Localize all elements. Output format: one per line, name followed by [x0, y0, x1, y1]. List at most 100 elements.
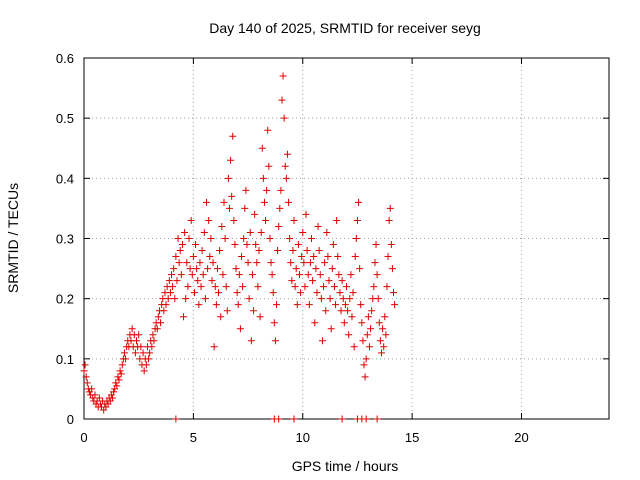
x-tick-label: 15 [405, 430, 419, 445]
data-point [204, 265, 212, 273]
data-point [275, 415, 283, 423]
data-point [257, 228, 265, 236]
data-point [113, 382, 121, 390]
data-point [165, 277, 173, 285]
data-point [174, 235, 182, 242]
data-point [339, 295, 347, 303]
data-point [286, 235, 294, 242]
data-point [254, 283, 262, 291]
x-tick-label: 10 [296, 430, 310, 445]
grid [84, 58, 609, 419]
y-tick-label: 0.4 [56, 171, 74, 186]
y-axis-label: SRMTID / TECUs [5, 183, 21, 293]
data-point [314, 222, 322, 230]
data-point [171, 295, 179, 303]
data-point [175, 259, 183, 267]
data-points [80, 72, 399, 423]
data-point [203, 198, 210, 206]
data-point [173, 277, 181, 285]
data-point [194, 277, 202, 285]
data-point [287, 259, 295, 267]
data-point [250, 307, 258, 315]
data-point [110, 388, 118, 396]
data-point [279, 72, 287, 80]
x-tick-label: 5 [190, 430, 197, 445]
data-point [338, 415, 346, 423]
data-point [320, 283, 328, 291]
data-point [325, 277, 333, 285]
data-point [235, 271, 243, 279]
data-point [142, 361, 150, 369]
data-point [376, 337, 384, 345]
data-point [336, 289, 344, 297]
data-point [114, 373, 122, 381]
data-point [280, 114, 288, 122]
chart-title: Day 140 of 2025, SRMTID for receiver sey… [209, 20, 481, 36]
data-point [338, 277, 346, 285]
data-point [340, 319, 348, 327]
data-point [329, 241, 337, 249]
data-point [117, 370, 125, 378]
data-point [183, 259, 191, 267]
data-point [253, 259, 261, 267]
data-point [391, 301, 399, 309]
data-point [288, 277, 296, 285]
data-point [222, 283, 230, 291]
data-point [192, 241, 200, 249]
data-point [120, 349, 128, 357]
data-point [264, 126, 272, 134]
data-point [207, 235, 215, 242]
data-point [187, 216, 195, 224]
data-point [346, 295, 354, 303]
data-point [370, 283, 378, 291]
data-point [324, 253, 332, 261]
data-point [211, 283, 219, 291]
data-point [149, 331, 157, 339]
data-point [344, 307, 352, 315]
data-point [362, 415, 370, 423]
data-point [365, 343, 373, 351]
data-point [262, 216, 270, 224]
data-point [234, 301, 242, 309]
data-point [131, 349, 139, 357]
data-point [363, 331, 371, 339]
data-point [239, 283, 247, 291]
data-point [343, 283, 350, 291]
data-point [355, 198, 363, 206]
data-point [229, 132, 237, 140]
data-point [361, 373, 369, 381]
data-point [135, 331, 143, 339]
data-point [305, 301, 313, 309]
data-point [295, 271, 303, 279]
data-point [373, 415, 381, 423]
data-point [368, 307, 376, 315]
data-point [185, 235, 193, 242]
data-point [315, 247, 323, 255]
data-point [337, 307, 345, 315]
data-point [327, 325, 335, 333]
data-point [309, 277, 317, 285]
data-point [212, 301, 220, 309]
data-point [359, 337, 367, 345]
data-point [300, 259, 308, 267]
data-point [197, 283, 205, 291]
data-point [308, 235, 315, 242]
data-point [195, 301, 203, 309]
data-point [384, 253, 392, 261]
data-point [298, 253, 306, 261]
data-point [285, 198, 293, 206]
data-point [390, 289, 398, 297]
data-point [232, 265, 240, 273]
data-point [145, 355, 153, 363]
data-point [227, 156, 235, 164]
data-point [178, 241, 186, 249]
data-point [198, 247, 206, 255]
data-point [83, 379, 91, 387]
data-point [364, 313, 372, 321]
data-point [352, 235, 360, 242]
data-point [196, 259, 204, 267]
data-point [349, 289, 357, 297]
data-point [372, 241, 380, 249]
data-point [252, 241, 260, 249]
data-point [382, 331, 390, 339]
